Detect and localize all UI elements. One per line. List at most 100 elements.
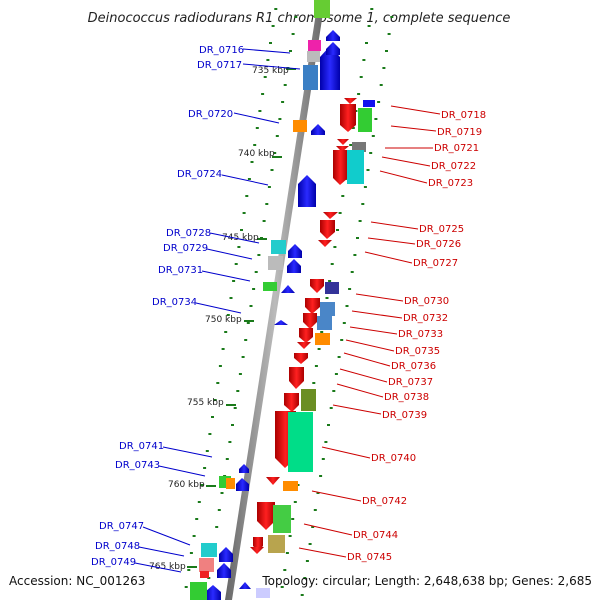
- label-DR_0737[interactable]: DR_0737: [388, 377, 433, 388]
- box-orange-4: [283, 481, 298, 491]
- label-DR_0721[interactable]: DR_0721: [434, 143, 479, 154]
- track-dot: [363, 186, 367, 188]
- gene-DR_0732: [305, 298, 320, 314]
- gene-DR_0729: [287, 259, 301, 273]
- label-DR_0718[interactable]: DR_0718: [441, 110, 486, 121]
- gene-DR_0717: [320, 46, 340, 90]
- track-dot: [291, 518, 295, 520]
- track-dot: [319, 475, 323, 477]
- label-DR_0748[interactable]: DR_0748: [95, 541, 140, 552]
- box-green-4: [273, 505, 291, 533]
- track-dot: [356, 237, 359, 239]
- scale-label-740: 740 kbp: [238, 149, 275, 159]
- label-DR_0736[interactable]: DR_0736: [391, 361, 436, 372]
- track-dot: [361, 203, 365, 205]
- track-dot: [294, 16, 298, 18]
- topology-text: Topology: circular; Length: 2,648,638 bp…: [261, 574, 592, 588]
- gene-DR_0734: [274, 320, 288, 325]
- label-DR_0747[interactable]: DR_0747: [99, 521, 144, 532]
- label-DR_0717[interactable]: DR_0717: [197, 60, 242, 71]
- track-dot: [348, 288, 352, 290]
- scale-labels: 735 kbp 740 kbp 745 kbp 750 kbp 755 kbp …: [149, 66, 289, 572]
- label-DR_0731[interactable]: DR_0731: [158, 265, 203, 276]
- track-dot: [208, 433, 212, 435]
- box-khaki: [268, 535, 285, 553]
- track-dot: [379, 84, 383, 86]
- gene-DR_0737: [294, 353, 308, 364]
- track-dot: [189, 552, 193, 554]
- label-DR_0739[interactable]: DR_0739: [382, 410, 427, 421]
- box-orange-3: [226, 478, 235, 489]
- label-DR_0723[interactable]: DR_0723: [428, 178, 473, 189]
- label-DR_0716[interactable]: DR_0716: [199, 45, 244, 56]
- track-dot: [293, 501, 297, 503]
- label-DR_0733[interactable]: DR_0733: [398, 329, 443, 340]
- track-dot: [330, 263, 334, 265]
- track-dot: [332, 390, 336, 392]
- gene-DR_0728: [288, 244, 302, 258]
- label-DR_0729[interactable]: DR_0729: [163, 243, 208, 254]
- label-DR_0740[interactable]: DR_0740: [371, 453, 416, 464]
- track-dot: [369, 152, 373, 154]
- track-dot: [200, 484, 204, 486]
- label-DR_0738[interactable]: DR_0738: [384, 392, 429, 403]
- track-dot: [291, 33, 295, 35]
- track-dot: [238, 373, 242, 375]
- label-DR_0728[interactable]: DR_0728: [166, 228, 211, 239]
- gene-DR_0724: [298, 175, 316, 207]
- track-dot: [320, 331, 324, 333]
- label-DR_0742[interactable]: DR_0742: [362, 496, 407, 507]
- gene-DR_0723: [333, 150, 348, 185]
- track-dot: [374, 118, 378, 120]
- label-DR_0725[interactable]: DR_0725: [419, 224, 464, 235]
- track-dot: [192, 535, 196, 537]
- track-dot: [270, 169, 274, 171]
- track-dot: [370, 8, 374, 10]
- label-DR_0749[interactable]: DR_0749: [91, 557, 136, 568]
- track-dot: [254, 271, 258, 273]
- label-DR_0744[interactable]: DR_0744: [353, 530, 398, 541]
- label-DR_0734[interactable]: DR_0734: [152, 297, 197, 308]
- label-DR_0743[interactable]: DR_0743: [115, 460, 160, 471]
- label-DR_0726[interactable]: DR_0726: [416, 239, 461, 250]
- label-DR_0741[interactable]: DR_0741: [119, 441, 164, 452]
- track-dot: [218, 365, 222, 367]
- label-DR_0730[interactable]: DR_0730: [404, 296, 449, 307]
- track-dot: [313, 509, 317, 511]
- box-springgreen: [288, 412, 313, 472]
- label-DR_0732[interactable]: DR_0732: [403, 313, 448, 324]
- track-dot: [349, 144, 353, 146]
- scale-label-745: 745 kbp: [222, 233, 259, 243]
- chromosome-backbone: [225, 0, 325, 600]
- track-dot: [289, 50, 292, 52]
- gene-DR_0747: [219, 547, 233, 562]
- track-dot: [324, 441, 328, 443]
- track-dot: [283, 569, 287, 571]
- label-DR_0745[interactable]: DR_0745: [347, 552, 392, 563]
- track-dot: [305, 560, 309, 562]
- track-dot: [357, 93, 361, 95]
- label-DR_0735[interactable]: DR_0735: [395, 346, 440, 357]
- gene-extra-red-bottom: [250, 547, 264, 554]
- scale-label-735: 735 kbp: [252, 66, 289, 76]
- label-DR_0727[interactable]: DR_0727: [413, 258, 458, 269]
- track-dot: [317, 348, 321, 350]
- label-DR_0722[interactable]: DR_0722: [431, 161, 476, 172]
- gene-DR_0735: [299, 328, 313, 343]
- track-dot: [308, 543, 312, 545]
- track-dot: [350, 271, 354, 273]
- box-cyan-1: [347, 150, 364, 184]
- track-dot: [371, 135, 375, 137]
- label-DR_0719[interactable]: DR_0719: [437, 127, 482, 138]
- box-green-1: [358, 108, 372, 132]
- track-dot: [249, 305, 253, 307]
- track-dot: [245, 195, 249, 197]
- box-steelblue-1: [320, 302, 335, 316]
- track-dot: [221, 348, 225, 350]
- box-cyan-2: [271, 240, 286, 254]
- track-dot: [285, 552, 289, 554]
- annotation-boxes: [190, 0, 375, 600]
- label-DR_0720[interactable]: DR_0720: [188, 109, 233, 120]
- label-DR_0724[interactable]: DR_0724: [177, 169, 222, 180]
- box-lavender: [256, 588, 270, 598]
